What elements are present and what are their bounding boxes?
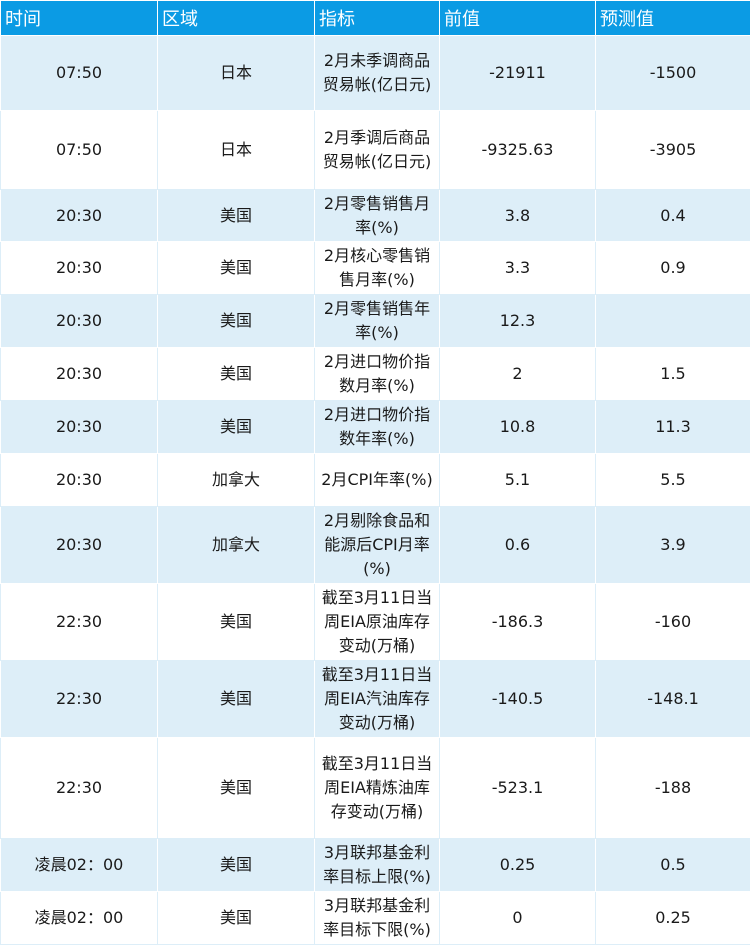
table-row: 20:30 美国 2月进口物价指数年率(%) 10.8 11.3 — [1, 401, 750, 454]
cell-indicator: 2月季调后商品贸易帐(亿日元) — [315, 111, 440, 190]
table-row: 22:30 美国 截至3月11日当周EIA精炼油库存变动(万桶) -523.1 … — [1, 738, 750, 839]
cell-previous: 0.25 — [440, 839, 596, 892]
cell-indicator: 2月未季调商品贸易帐(亿日元) — [315, 36, 440, 111]
cell-time: 20:30 — [1, 401, 158, 454]
cell-forecast: -3905 — [596, 111, 750, 190]
cell-region: 美国 — [158, 348, 315, 401]
cell-indicator: 2月进口物价指数年率(%) — [315, 401, 440, 454]
cell-forecast: 3.9 — [596, 507, 750, 584]
cell-indicator: 2月零售销售年率(%) — [315, 295, 440, 348]
cell-forecast: 5.5 — [596, 454, 750, 507]
cell-previous: -21911 — [440, 36, 596, 111]
header-region: 区域 — [158, 1, 315, 36]
cell-time: 20:30 — [1, 348, 158, 401]
cell-forecast: 0.4 — [596, 190, 750, 242]
table-row: 凌晨02：00 美国 3月联邦基金利率目标下限(%) 0 0.25 — [1, 892, 750, 945]
cell-indicator: 3月联邦基金利率目标下限(%) — [315, 892, 440, 945]
table-row: 20:30 美国 2月零售销售年率(%) 12.3 — [1, 295, 750, 348]
cell-previous: -9325.63 — [440, 111, 596, 190]
cell-forecast: -160 — [596, 584, 750, 661]
cell-region: 加拿大 — [158, 507, 315, 584]
table-row: 22:30 美国 截至3月11日当周EIA原油库存变动(万桶) -186.3 -… — [1, 584, 750, 661]
cell-region: 日本 — [158, 36, 315, 111]
cell-time: 22:30 — [1, 661, 158, 738]
cell-time: 20:30 — [1, 242, 158, 295]
table-row: 20:30 美国 2月进口物价指数月率(%) 2 1.5 — [1, 348, 750, 401]
header-indicator: 指标 — [315, 1, 440, 36]
cell-time: 22:30 — [1, 584, 158, 661]
cell-forecast: 0.5 — [596, 839, 750, 892]
cell-previous: 5.1 — [440, 454, 596, 507]
cell-time: 07:50 — [1, 36, 158, 111]
cell-indicator: 2月核心零售销售月率(%) — [315, 242, 440, 295]
table-row: 22:30 美国 截至3月11日当周EIA汽油库存变动(万桶) -140.5 -… — [1, 661, 750, 738]
header-previous: 前值 — [440, 1, 596, 36]
cell-region: 美国 — [158, 295, 315, 348]
cell-time: 22:30 — [1, 738, 158, 839]
cell-region: 美国 — [158, 584, 315, 661]
cell-region: 美国 — [158, 661, 315, 738]
cell-previous: 0.6 — [440, 507, 596, 584]
cell-forecast: 0.9 — [596, 242, 750, 295]
header-forecast: 预测值 — [596, 1, 750, 36]
cell-region: 加拿大 — [158, 454, 315, 507]
cell-time: 20:30 — [1, 295, 158, 348]
cell-region: 美国 — [158, 738, 315, 839]
cell-time: 凌晨02：00 — [1, 839, 158, 892]
cell-forecast: 0.25 — [596, 892, 750, 945]
table-row: 07:50 日本 2月未季调商品贸易帐(亿日元) -21911 -1500 — [1, 36, 750, 111]
table-row: 20:30 美国 2月核心零售销售月率(%) 3.3 0.9 — [1, 242, 750, 295]
cell-region: 美国 — [158, 190, 315, 242]
cell-time: 20:30 — [1, 454, 158, 507]
cell-time: 凌晨02：00 — [1, 892, 158, 945]
cell-region: 美国 — [158, 892, 315, 945]
cell-indicator: 3月联邦基金利率目标上限(%) — [315, 839, 440, 892]
cell-forecast: 11.3 — [596, 401, 750, 454]
cell-previous: 3.8 — [440, 190, 596, 242]
cell-region: 美国 — [158, 242, 315, 295]
cell-previous: -523.1 — [440, 738, 596, 839]
table-row: 20:30 加拿大 2月CPI年率(%) 5.1 5.5 — [1, 454, 750, 507]
cell-indicator: 截至3月11日当周EIA精炼油库存变动(万桶) — [315, 738, 440, 839]
cell-indicator: 2月零售销售月率(%) — [315, 190, 440, 242]
table-row: 20:30 加拿大 2月剔除食品和能源后CPI月率(%) 0.6 3.9 — [1, 507, 750, 584]
cell-forecast — [596, 295, 750, 348]
cell-previous: 3.3 — [440, 242, 596, 295]
cell-forecast: -148.1 — [596, 661, 750, 738]
cell-previous: 2 — [440, 348, 596, 401]
cell-previous: 12.3 — [440, 295, 596, 348]
cell-region: 美国 — [158, 839, 315, 892]
header-time: 时间 — [1, 1, 158, 36]
cell-forecast: -1500 — [596, 36, 750, 111]
cell-region: 美国 — [158, 401, 315, 454]
table-row: 20:30 美国 2月零售销售月率(%) 3.8 0.4 — [1, 190, 750, 242]
cell-previous: 0 — [440, 892, 596, 945]
cell-indicator: 2月剔除食品和能源后CPI月率(%) — [315, 507, 440, 584]
cell-indicator: 截至3月11日当周EIA原油库存变动(万桶) — [315, 584, 440, 661]
cell-indicator: 2月进口物价指数月率(%) — [315, 348, 440, 401]
cell-forecast: -188 — [596, 738, 750, 839]
cell-region: 日本 — [158, 111, 315, 190]
cell-previous: -140.5 — [440, 661, 596, 738]
cell-time: 20:30 — [1, 507, 158, 584]
table-header-row: 时间 区域 指标 前值 预测值 — [1, 1, 750, 36]
cell-forecast: 1.5 — [596, 348, 750, 401]
cell-time: 20:30 — [1, 190, 158, 242]
table-row: 凌晨02：00 美国 3月联邦基金利率目标上限(%) 0.25 0.5 — [1, 839, 750, 892]
table-row: 07:50 日本 2月季调后商品贸易帐(亿日元) -9325.63 -3905 — [1, 111, 750, 190]
cell-previous: -186.3 — [440, 584, 596, 661]
cell-indicator: 2月CPI年率(%) — [315, 454, 440, 507]
cell-previous: 10.8 — [440, 401, 596, 454]
cell-indicator: 截至3月11日当周EIA汽油库存变动(万桶) — [315, 661, 440, 738]
cell-time: 07:50 — [1, 111, 158, 190]
